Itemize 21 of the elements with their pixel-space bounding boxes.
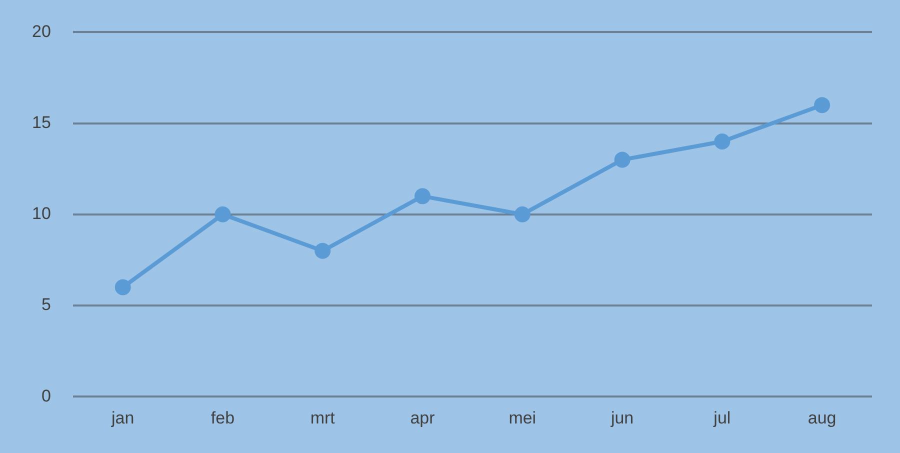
y-tick-label: 10 [32, 204, 51, 224]
point [414, 188, 431, 204]
point [614, 152, 630, 168]
y-tick-label: 5 [41, 295, 51, 314]
point [214, 206, 231, 222]
point [114, 279, 131, 296]
x-tick-label: aug [808, 408, 836, 428]
point [714, 134, 730, 150]
x-tick-label: jul [712, 408, 731, 428]
x-tick-label: apr [410, 408, 436, 428]
x-tick-label: jan [110, 408, 134, 428]
y-tick-label: 20 [32, 22, 51, 41]
x-tick-label: feb [210, 408, 235, 428]
y-tick-label: 0 [41, 386, 51, 406]
x-tick-label: mrt [310, 408, 336, 428]
point [514, 206, 530, 222]
point [814, 97, 830, 114]
y-tick-label: 15 [32, 112, 51, 132]
x-tick-label: jun [610, 408, 634, 428]
x-tick-label: mei [508, 408, 536, 428]
point [314, 242, 331, 259]
